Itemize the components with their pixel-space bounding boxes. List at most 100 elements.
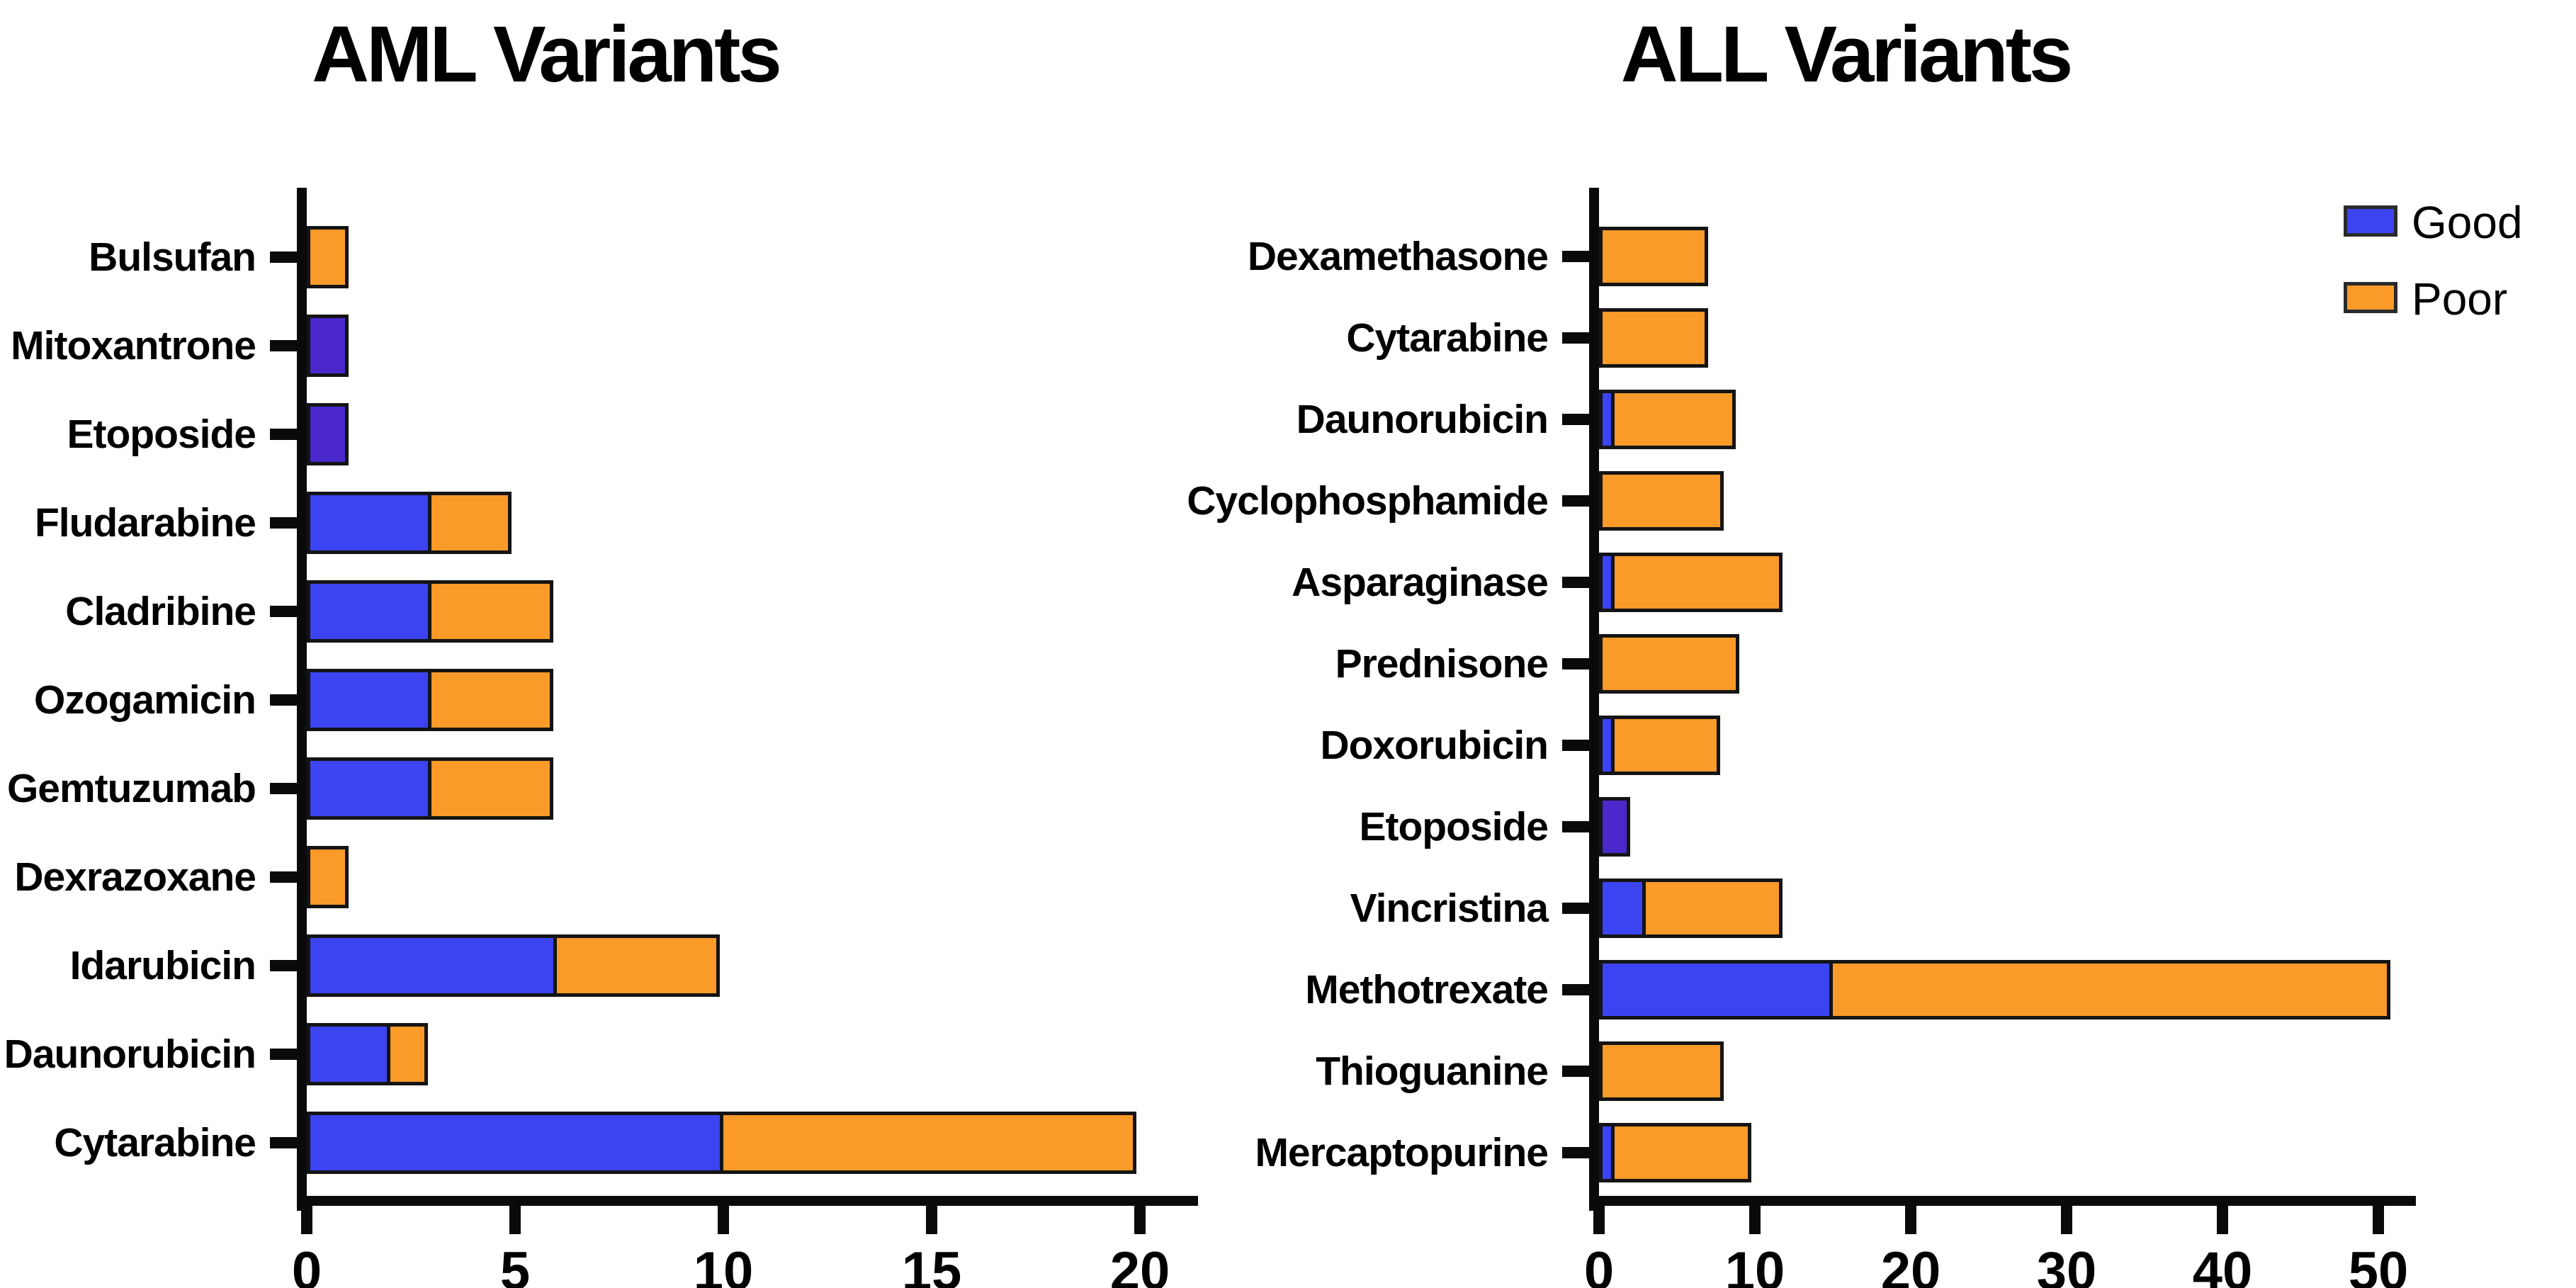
category-tick [270,1137,301,1148]
bar-row [1599,390,1736,449]
x-tick-label: 0 [291,1241,322,1288]
bar-segment-poor [1599,471,1724,531]
bar-segment-poor [1611,1123,1751,1182]
bar-row [1599,797,1630,857]
category-label: Dexrazoxane [14,854,256,900]
x-tick [2217,1206,2228,1234]
x-tick-label: 20 [1880,1241,1941,1288]
bar-segment-poor [307,226,349,288]
category-label: Cytarabine [54,1120,256,1165]
category-label: Doxorubicin [1320,723,1549,768]
bar-row [307,492,512,554]
category-tick [270,252,301,263]
bar-row [1599,960,2390,1019]
bar-row [307,226,349,288]
bar-row [307,1112,1136,1174]
category-label: Bulsufan [89,235,256,280]
category-label: Dexamethasone [1247,234,1549,279]
category-tick [270,783,301,794]
x-tick-label: 0 [1583,1241,1615,1288]
category-label: Daunorubicin [1296,397,1549,442]
category-tick [1562,658,1593,670]
category-tick [1562,1147,1593,1158]
bar-segment-good [1599,797,1630,857]
y-axis-line [1589,188,1599,1211]
legend-swatch-poor [2344,282,2397,313]
bar-row [1599,471,1724,531]
x-tick-label: 40 [2192,1241,2253,1288]
x-tick-label: 15 [901,1241,962,1288]
category-tick [1562,332,1593,344]
x-tick-label: 20 [1109,1241,1170,1288]
bar-segment-poor [1599,634,1739,694]
x-tick-label: 30 [2036,1241,2097,1288]
category-tick [1562,251,1593,262]
bar-segment-poor [307,846,349,908]
x-tick-label: 5 [499,1241,531,1288]
category-tick [1562,903,1593,914]
bar-row [1599,308,1708,368]
x-tick [301,1206,312,1234]
category-tick [270,960,301,971]
bar-segment-poor [386,1023,429,1085]
bar-row [307,846,349,908]
bar-row [307,934,720,997]
category-tick [1562,1066,1593,1077]
x-tick [1905,1206,1916,1234]
bar-segment-poor [1599,227,1708,286]
category-label: Daunorubicin [4,1032,256,1077]
bar-segment-good [307,934,557,997]
bar-row [1599,879,1783,938]
bar-segment-poor [1599,1041,1724,1101]
category-tick [270,1049,301,1060]
bar-row [307,1023,429,1085]
category-tick [1562,821,1593,832]
category-tick [270,606,301,617]
bar-row [1599,634,1739,694]
category-tick [270,694,301,706]
bar-segment-poor [720,1112,1136,1174]
bar-segment-poor [1611,716,1720,775]
bar-segment-poor [553,934,720,997]
x-tick-label: 10 [1724,1241,1785,1288]
bar-segment-good [307,1112,723,1174]
all-chart-title: ALL Variants [1620,10,2074,98]
bar-row [1599,716,1720,775]
bar-segment-poor [428,757,553,820]
bar-row [307,757,553,820]
category-tick [1562,495,1593,507]
bar-segment-good [307,580,432,643]
category-label: Asparaginase [1292,560,1549,605]
bar-row [1599,553,1783,612]
category-label: Gemtuzumab [6,766,256,811]
bar-segment-poor [1642,879,1783,938]
legend-label-good: Good [2412,197,2523,248]
bar-segment-good [307,1023,390,1085]
bar-segment-good [1599,879,1646,938]
x-tick [1134,1206,1146,1234]
x-tick-label: 50 [2348,1241,2409,1288]
bar-segment-poor [428,492,512,554]
category-tick [270,340,301,351]
category-label: Etoposide [67,412,256,457]
bar-row [307,669,553,731]
y-axis-line [297,188,307,1211]
bar-segment-poor [1829,960,2390,1019]
bar-segment-poor [428,669,553,731]
category-tick [270,517,301,529]
x-tick [2061,1206,2072,1234]
bar-segment-poor [1599,308,1708,368]
bar-segment-poor [1611,390,1736,449]
x-tick [1749,1206,1761,1234]
x-axis-line [297,1196,1199,1206]
x-tick [926,1206,937,1234]
bar-row [1599,227,1708,286]
category-label: Cytarabine [1346,315,1549,361]
category-label: Ozogamicin [33,677,256,723]
category-label: Mercaptopurine [1255,1130,1549,1175]
bar-segment-good [1599,960,1833,1019]
category-label: Vincristina [1350,886,1549,931]
category-tick [1562,740,1593,751]
bar-segment-good [307,403,349,465]
bar-segment-good [307,315,349,377]
